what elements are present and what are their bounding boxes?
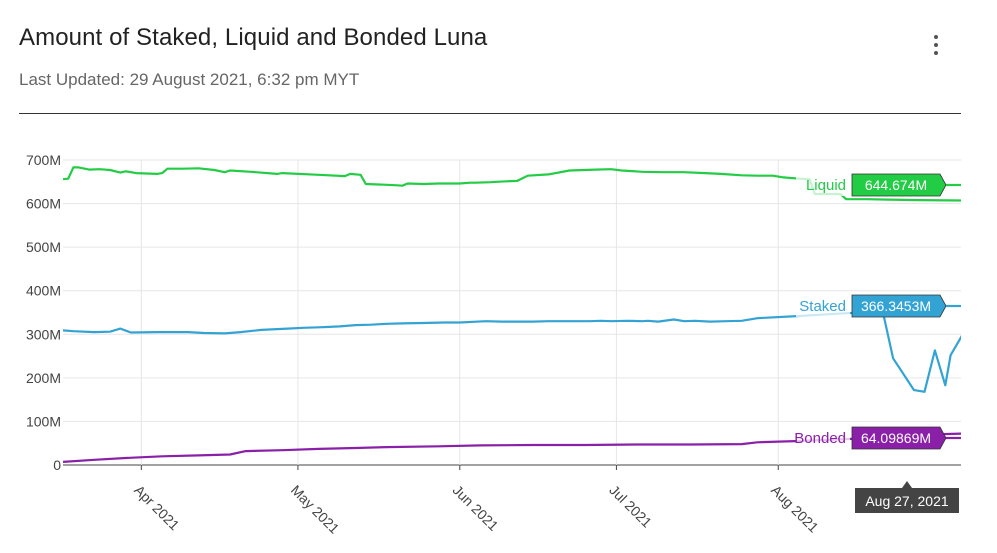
hover-box-liquid xyxy=(851,173,947,197)
y-tick-label: 600M xyxy=(26,196,61,212)
hover-date-box xyxy=(855,481,959,513)
x-axis: Apr 2021 May 2021 Jun 2021 Jul 2021 Aug 2021 xyxy=(131,465,822,537)
hover-date-label: Aug 27, 2021 xyxy=(865,493,949,509)
y-tick-label: 300M xyxy=(26,326,61,342)
more-vertical-icon[interactable] xyxy=(925,32,947,62)
hover-labels: 644.674M Liquid 366.3453M Staked 64.09869M Bo… xyxy=(794,173,961,513)
y-tick-label: 700M xyxy=(26,152,61,168)
hover-box-bonded xyxy=(851,426,947,450)
y-tick-label: 0 xyxy=(53,457,61,473)
last-updated-text: Last Updated: 29 August 2021, 6:32 pm MY… xyxy=(19,70,360,89)
series-line-bonded xyxy=(63,432,961,463)
series-line-liquid xyxy=(63,166,961,202)
hover-box-staked xyxy=(851,294,947,318)
page-title: Amount of Staked, Liquid and Bonded Luna xyxy=(19,24,488,51)
series-line-staked xyxy=(63,310,961,393)
y-axis: 0 100M 200M 300M 400M 500M 600M 700M xyxy=(26,152,61,473)
x-tick-label: Aug 2021 xyxy=(768,482,822,536)
y-tick-label: 500M xyxy=(26,239,61,255)
hover-value-staked: 366.3453M xyxy=(861,298,931,314)
series-name-staked: Staked xyxy=(799,298,846,315)
x-tick-label: May 2021 xyxy=(288,482,343,537)
y-tick-label: 200M xyxy=(26,370,61,386)
x-tick-label: Jun 2021 xyxy=(450,482,502,534)
series-name-liquid: Liquid xyxy=(806,177,846,194)
y-tick-label: 400M xyxy=(26,283,61,299)
y-tick-label: 100M xyxy=(26,413,61,429)
series-name-bg xyxy=(796,427,850,449)
header-divider xyxy=(19,113,961,114)
x-tick-label: Jul 2021 xyxy=(606,482,655,531)
series-name-bg xyxy=(796,295,850,317)
grid-lines xyxy=(63,159,961,466)
series-lines xyxy=(63,166,961,463)
x-tick-label: Apr 2021 xyxy=(131,482,183,534)
hover-value-bonded: 64.09869M xyxy=(861,430,931,446)
series-name-bg xyxy=(796,174,850,196)
hover-value-liquid: 644.674M xyxy=(865,177,927,193)
series-name-bonded: Bonded xyxy=(794,430,846,447)
